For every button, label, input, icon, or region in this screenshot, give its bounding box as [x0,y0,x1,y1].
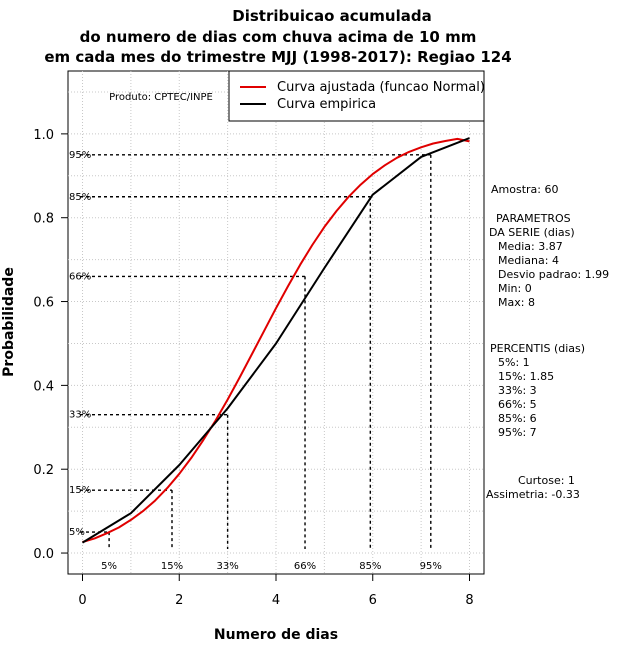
x-tick-label-1: 2 [175,593,183,608]
percentile-label-y-4: 85% [69,192,91,203]
percentile-guides: 5% 5% 15% 15% 33% 33% 66% 66% 85% 85% 95% 95% [69,150,442,572]
stat-p95: 95%: 7 [498,426,537,439]
grid-lines [68,71,484,574]
percentile-label-y-5: 95% [69,150,91,161]
series-layer [81,137,470,544]
percentile-label-x-3: 66% [294,561,316,572]
stat-parametros-title-2: DA SERIE (dias) [489,226,575,239]
stat-p15: 15%: 1.85 [498,370,554,383]
x-axis-label: Numero de dias [214,627,338,643]
legend-label-fitted: Curva ajustada (funcao Normal) [277,80,485,95]
legend-box [228,70,485,122]
chart-title-line-1: Distribuicao acumulada [232,7,431,25]
axis-ticks: 0 2 4 6 8 0.0 0.2 0.4 0.6 0.8 1.0 [33,128,473,608]
legend-label-empirical: Curva empirica [277,97,376,112]
series-line-empirical [81,137,470,544]
x-tick-label-0: 0 [78,593,86,608]
x-tick-label-4: 8 [465,593,473,608]
stat-assimetria: Assimetria: -0.33 [486,488,580,501]
series-line-fitted [82,137,470,544]
stat-max: Max: 8 [498,296,535,309]
stat-desvio: Desvio padrao: 1.99 [498,268,609,281]
y-tick-label-1: 0.2 [33,463,54,478]
stat-parametros-title-1: PARAMETROS [496,212,571,225]
x-tick-label-2: 4 [272,593,280,608]
percentile-label-y-0: 5% [69,527,85,538]
stat-min: Min: 0 [498,282,532,295]
chart-title-line-3: em cada mes do trimestre MJJ (1998-2017)… [44,48,511,66]
stat-p33: 33%: 3 [498,384,537,397]
stat-mediana: Mediana: 4 [498,254,559,267]
percentile-label-y-2: 33% [69,410,91,421]
y-tick-label-3: 0.6 [33,296,54,311]
stat-p66: 66%: 5 [498,398,537,411]
percentile-label-y-3: 66% [69,271,91,282]
side-statistics: Amostra: 60 PARAMETROS DA SERIE (dias) M… [486,183,609,501]
x-tick-label-3: 6 [369,593,377,608]
stat-percentis-title: PERCENTIS (dias) [490,342,585,355]
percentile-label-x-5: 95% [420,561,442,572]
chart-title-line-2: do numero de dias com chuva acima de 10 … [80,28,477,46]
y-tick-label-2: 0.4 [33,379,54,394]
y-tick-label-5: 1.0 [33,128,54,143]
stat-p5: 5%: 1 [498,356,530,369]
percentile-label-y-1: 15% [69,485,91,496]
stat-media: Media: 3.87 [498,240,563,253]
percentile-label-x-1: 15% [161,561,183,572]
credit-text: Produto: CPTEC/INPE [109,92,213,103]
percentile-label-x-0: 5% [101,561,117,572]
y-axis-label: Probabilidade [1,267,17,377]
stat-p85: 85%: 6 [498,412,537,425]
y-tick-label-4: 0.8 [33,212,54,227]
stat-curtose: Curtose: 1 [518,474,575,487]
stat-amostra: Amostra: 60 [491,183,558,196]
percentile-label-x-2: 33% [217,561,239,572]
legend: Curva ajustada (funcao Normal) Curva emp… [228,70,485,122]
percentile-label-x-4: 85% [359,561,381,572]
y-tick-label-0: 0.0 [33,547,54,562]
